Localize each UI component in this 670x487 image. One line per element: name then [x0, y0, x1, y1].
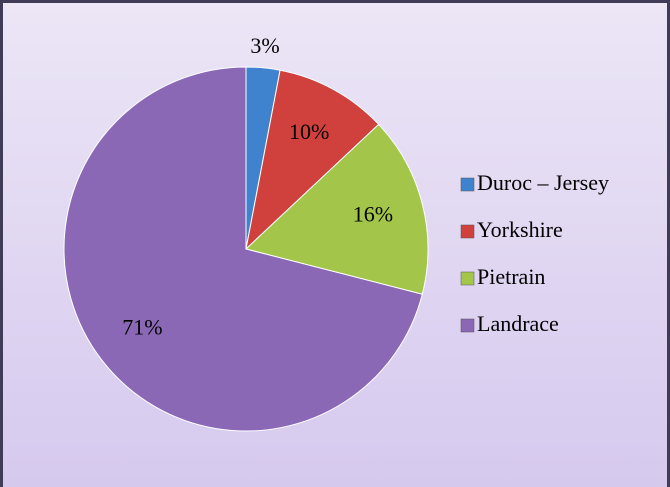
legend-label: Yorkshire [477, 217, 563, 242]
legend-swatch [460, 224, 475, 239]
legend-label: Pietrain [477, 264, 545, 289]
legend-label: Duroc – Jersey [477, 170, 609, 195]
pie-slice [244, 123, 429, 295]
legend-swatch [460, 177, 475, 192]
data-label: 3% [250, 33, 279, 58]
legend-swatch [460, 271, 475, 286]
data-label: 10% [289, 119, 329, 144]
pie-slice [245, 69, 380, 251]
pie-slice [63, 66, 423, 432]
data-label: 16% [353, 201, 393, 226]
legend-label: Landrace [477, 311, 559, 336]
legend-swatch [460, 318, 475, 333]
data-label: 71% [122, 314, 162, 339]
